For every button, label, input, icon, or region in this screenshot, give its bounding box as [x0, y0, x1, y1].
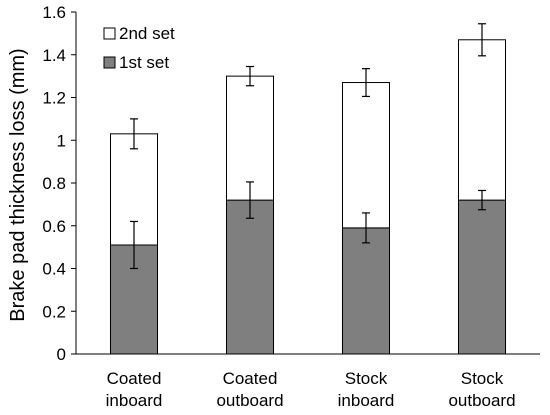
- y-axis-label: Brake pad thickness loss (mm): [7, 48, 29, 321]
- category-label: Coated: [223, 369, 278, 388]
- error-bars: [130, 23, 486, 270]
- legend-label: 2nd set: [119, 24, 175, 43]
- category-label: Coated: [107, 369, 162, 388]
- legend-label: 1st set: [119, 53, 169, 72]
- error-bar: [362, 212, 370, 244]
- category-label: Stock: [345, 369, 388, 388]
- y-tick-label: 0.6: [42, 217, 66, 236]
- category-label: Stock: [461, 369, 504, 388]
- legend: 2nd set 1st set: [103, 24, 175, 72]
- y-tick-label: 0.8: [42, 174, 66, 193]
- category-label: inboard: [338, 391, 395, 410]
- y-tick-label: 1.4: [42, 46, 66, 65]
- error-bar: [130, 118, 138, 150]
- legend-swatch: [103, 56, 116, 69]
- y-ticks: 0 0.2 0.4 0.6 0.8 1 1.2 1.4 1.6: [42, 3, 76, 364]
- y-tick-label: 0: [57, 345, 66, 364]
- error-bar: [246, 181, 254, 219]
- y-tick-label: 1.6: [42, 3, 66, 22]
- bars: [110, 39, 506, 355]
- y-tick-label: 0.2: [42, 302, 66, 321]
- error-bar: [362, 68, 370, 98]
- bar-segment-second-set: [458, 39, 506, 201]
- y-tick-label: 0.4: [42, 260, 66, 279]
- category-label: outboard: [216, 391, 283, 410]
- y-tick-label: 1.2: [42, 89, 66, 108]
- bar-segment-second-set: [226, 75, 274, 201]
- category-label: outboard: [448, 391, 515, 410]
- error-bar: [130, 220, 138, 270]
- category-label: inboard: [106, 391, 163, 410]
- y-tick-label: 1: [57, 131, 66, 150]
- bar-segment-first-set: [458, 199, 506, 355]
- error-bar: [478, 189, 486, 211]
- x-categories: Coated inboard Coated outboard Stock inboard S…: [106, 369, 516, 410]
- bar-segment-first-set: [226, 199, 274, 355]
- error-bar: [246, 65, 254, 87]
- legend-swatch: [103, 27, 116, 40]
- error-bar: [478, 23, 486, 57]
- bar-segment-first-set: [342, 227, 390, 355]
- bar-segment-second-set: [342, 82, 390, 229]
